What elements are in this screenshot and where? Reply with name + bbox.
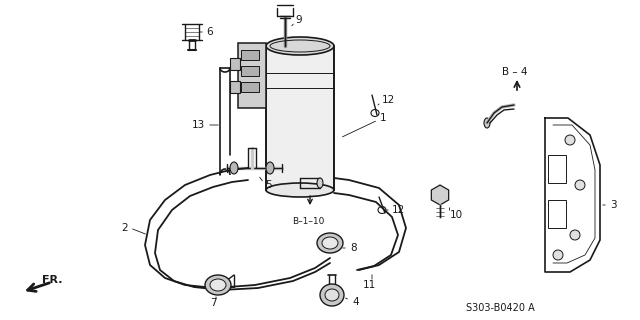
Circle shape	[553, 250, 563, 260]
Bar	[241, 82, 259, 92]
Text: 12: 12	[392, 205, 405, 215]
Text: 5: 5	[265, 180, 271, 190]
Circle shape	[565, 135, 575, 145]
Text: B–1–10: B–1–10	[292, 217, 324, 226]
Ellipse shape	[484, 118, 490, 128]
Text: 13: 13	[192, 120, 205, 130]
Ellipse shape	[266, 162, 274, 174]
Ellipse shape	[325, 289, 339, 301]
Bar	[241, 50, 259, 60]
Ellipse shape	[317, 233, 343, 253]
Bar	[548, 155, 566, 183]
Circle shape	[570, 230, 580, 240]
Text: FR.: FR.	[42, 275, 63, 285]
Ellipse shape	[205, 275, 231, 295]
Ellipse shape	[317, 178, 323, 188]
Bar	[548, 200, 566, 228]
Text: 9: 9	[295, 15, 301, 25]
Ellipse shape	[266, 183, 334, 197]
Text: 6: 6	[206, 27, 212, 37]
Text: 7: 7	[210, 298, 216, 308]
Bar	[230, 81, 240, 93]
Text: 12: 12	[382, 95, 396, 105]
Text: 2: 2	[122, 223, 128, 233]
Bar	[230, 58, 240, 70]
Ellipse shape	[230, 162, 238, 174]
Text: 11: 11	[362, 280, 376, 290]
Ellipse shape	[322, 237, 338, 249]
Text: B – 4: B – 4	[502, 67, 527, 77]
Text: 10: 10	[450, 210, 463, 220]
Ellipse shape	[320, 284, 344, 306]
Bar	[238, 43, 266, 108]
Text: 8: 8	[350, 243, 356, 253]
Bar	[266, 46, 334, 190]
Text: 4: 4	[352, 297, 358, 307]
Text: 1: 1	[380, 113, 387, 123]
Bar	[241, 66, 259, 76]
Circle shape	[575, 180, 585, 190]
Ellipse shape	[210, 279, 226, 291]
Ellipse shape	[266, 37, 334, 55]
Text: 3: 3	[610, 200, 616, 210]
Text: S303-B0420 A: S303-B0420 A	[466, 303, 535, 313]
